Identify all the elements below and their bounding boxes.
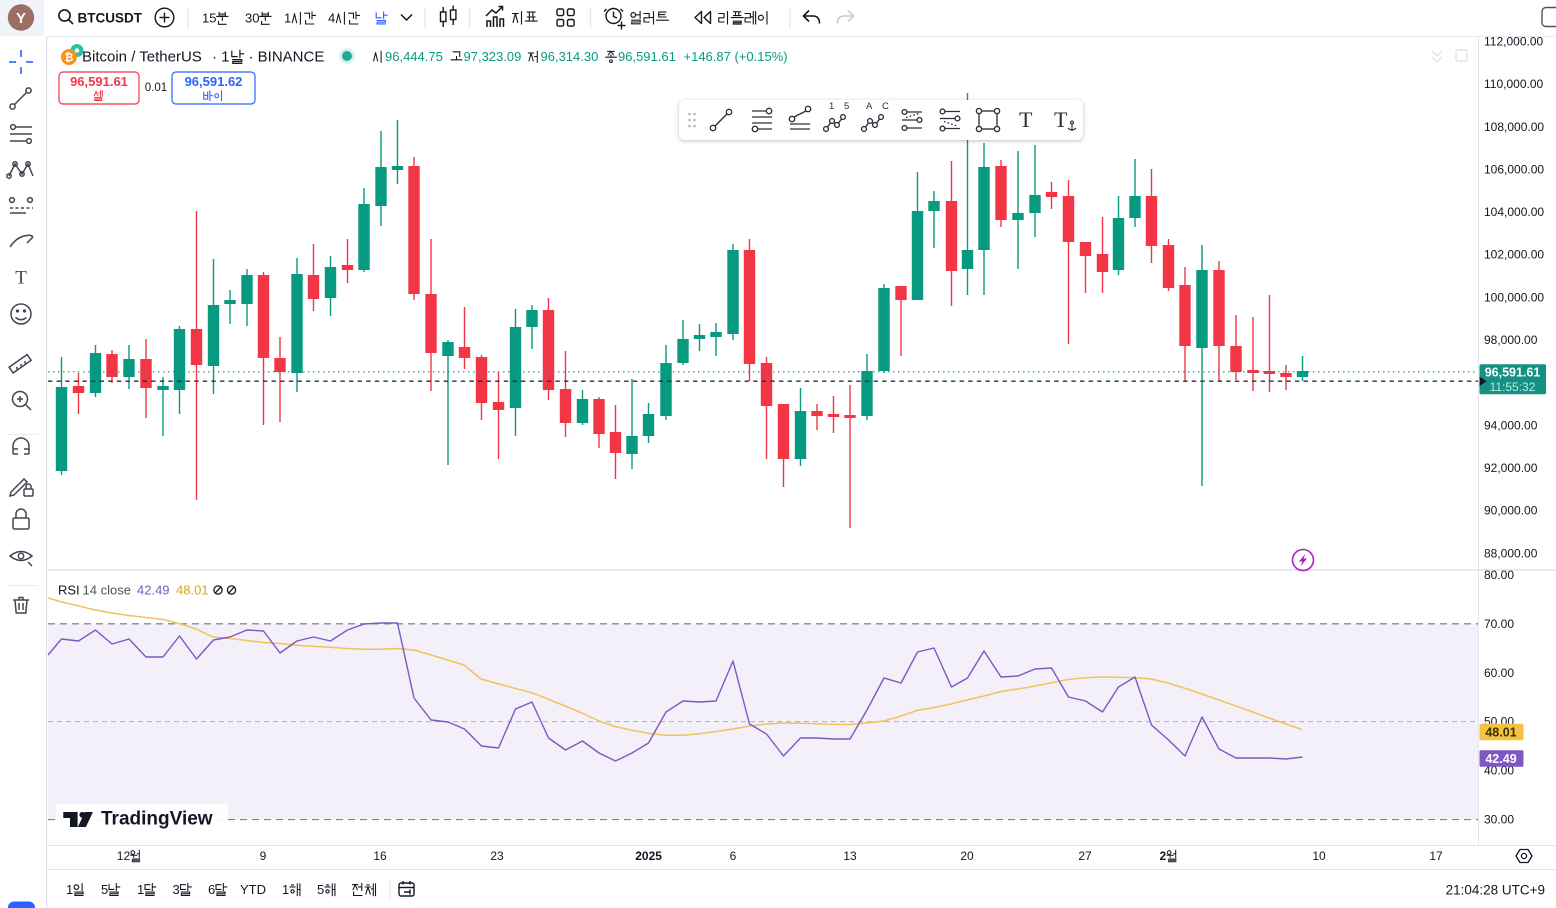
svg-text:₿: ₿ bbox=[65, 52, 74, 64]
svg-text:110,000.00: 110,000.00 bbox=[1484, 77, 1543, 91]
svg-text:1: 1 bbox=[66, 882, 73, 897]
svg-text:96,314.30: 96,314.30 bbox=[541, 49, 599, 64]
svg-text:1: 1 bbox=[137, 882, 144, 897]
svg-text:30.00: 30.00 bbox=[1484, 813, 1514, 827]
svg-text:104,000.00: 104,000.00 bbox=[1484, 205, 1544, 219]
svg-text:1: 1 bbox=[829, 101, 834, 112]
svg-text:48.01: 48.01 bbox=[176, 583, 209, 598]
svg-text:96,591.61: 96,591.61 bbox=[618, 49, 676, 64]
svg-text:1: 1 bbox=[284, 11, 291, 26]
svg-text:102,000.00: 102,000.00 bbox=[1484, 248, 1544, 262]
svg-text:0.01: 0.01 bbox=[145, 82, 167, 94]
svg-text:YTD: YTD bbox=[240, 882, 266, 897]
svg-text:T: T bbox=[1054, 107, 1068, 132]
svg-text:10: 10 bbox=[1312, 849, 1326, 863]
svg-text:12: 12 bbox=[117, 849, 131, 863]
svg-text:108,000.00: 108,000.00 bbox=[1484, 120, 1544, 134]
svg-text:Y: Y bbox=[16, 10, 26, 27]
svg-text:BTCUSDT: BTCUSDT bbox=[78, 11, 143, 26]
svg-text:21:04:28 UTC+9: 21:04:28 UTC+9 bbox=[1446, 883, 1545, 898]
svg-text:6: 6 bbox=[730, 849, 737, 863]
svg-text:97,323.09: 97,323.09 bbox=[464, 49, 522, 64]
svg-text:23: 23 bbox=[490, 849, 504, 863]
svg-text:92,000.00: 92,000.00 bbox=[1484, 461, 1538, 475]
svg-text:· BINANCE: · BINANCE bbox=[249, 49, 325, 66]
svg-text:· 1: · 1 bbox=[212, 49, 230, 66]
svg-text:30: 30 bbox=[245, 11, 259, 26]
svg-text:112,000.00: 112,000.00 bbox=[1484, 35, 1543, 49]
svg-text:70.00: 70.00 bbox=[1484, 617, 1514, 631]
svg-text:96,591.62: 96,591.62 bbox=[185, 74, 243, 89]
svg-text:60.00: 60.00 bbox=[1484, 666, 1514, 680]
svg-text:RSI: RSI bbox=[58, 583, 80, 598]
svg-text:94,000.00: 94,000.00 bbox=[1484, 418, 1538, 432]
svg-text:98,000.00: 98,000.00 bbox=[1484, 333, 1538, 347]
svg-text:5: 5 bbox=[101, 882, 108, 897]
svg-text:13: 13 bbox=[843, 849, 857, 863]
svg-text:C: C bbox=[882, 101, 889, 112]
svg-text:15: 15 bbox=[202, 11, 216, 26]
svg-text:100,000.00: 100,000.00 bbox=[1484, 290, 1544, 304]
svg-text:T: T bbox=[1019, 107, 1033, 132]
svg-text:16: 16 bbox=[373, 849, 387, 863]
svg-text:2: 2 bbox=[1160, 849, 1167, 863]
svg-text:106,000.00: 106,000.00 bbox=[1484, 162, 1544, 176]
svg-text:Bitcoin / TetherUS: Bitcoin / TetherUS bbox=[82, 49, 202, 66]
svg-text:5: 5 bbox=[844, 101, 849, 112]
svg-text:T: T bbox=[15, 268, 27, 289]
svg-text:6: 6 bbox=[208, 882, 215, 897]
svg-text:96,591.61: 96,591.61 bbox=[70, 74, 128, 89]
svg-text:96,444.75: 96,444.75 bbox=[385, 49, 443, 64]
svg-text:14 close: 14 close bbox=[83, 583, 131, 598]
svg-text:11:55:32: 11:55:32 bbox=[1490, 380, 1536, 394]
svg-text:88,000.00: 88,000.00 bbox=[1484, 546, 1538, 560]
svg-text:2025: 2025 bbox=[635, 849, 662, 863]
svg-text:40.00: 40.00 bbox=[1484, 764, 1514, 778]
svg-text:17: 17 bbox=[1429, 849, 1443, 863]
svg-text:9: 9 bbox=[260, 849, 267, 863]
svg-text:TradingView: TradingView bbox=[101, 808, 213, 829]
svg-text:27: 27 bbox=[1078, 849, 1092, 863]
svg-text:80.00: 80.00 bbox=[1484, 568, 1514, 582]
svg-text:20: 20 bbox=[960, 849, 974, 863]
svg-text:4: 4 bbox=[328, 11, 335, 26]
svg-text:3: 3 bbox=[173, 882, 180, 897]
svg-text:1: 1 bbox=[282, 882, 289, 897]
svg-text:90,000.00: 90,000.00 bbox=[1484, 504, 1538, 518]
svg-text:42.49: 42.49 bbox=[1485, 752, 1516, 766]
svg-text:5: 5 bbox=[317, 882, 324, 897]
svg-text:+146.87 (+0.15%): +146.87 (+0.15%) bbox=[684, 49, 788, 64]
svg-text:42.49: 42.49 bbox=[137, 583, 170, 598]
svg-text:A: A bbox=[866, 101, 873, 112]
svg-text:48.01: 48.01 bbox=[1485, 725, 1516, 739]
svg-text:96,591.61: 96,591.61 bbox=[1485, 365, 1541, 379]
